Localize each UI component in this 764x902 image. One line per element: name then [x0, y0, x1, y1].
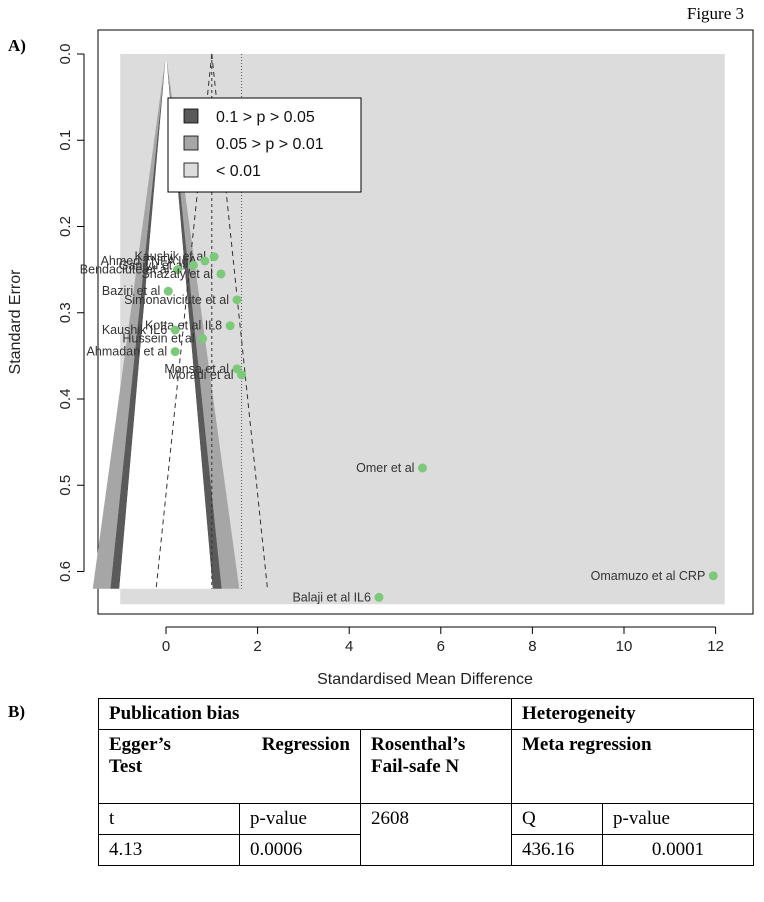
data-point: [188, 260, 198, 270]
data-point: [200, 256, 210, 266]
heterogeneity-header: Heterogeneity: [511, 698, 754, 730]
q-label-cell: Q: [511, 803, 603, 835]
point-label: Bendaciute et al: [80, 263, 170, 277]
data-point: [417, 463, 427, 473]
x-tick-label: 8: [528, 638, 536, 655]
x-tick-label: 12: [707, 638, 724, 655]
table-row: Egger’s Regression Test Rosenthal’s Fail-…: [98, 729, 754, 804]
data-point: [232, 295, 242, 305]
point-label: Simonaviciute et al: [124, 293, 229, 307]
x-tick-label: 0: [162, 638, 170, 655]
data-point: [163, 286, 173, 296]
legend-label: < 0.01: [216, 163, 261, 180]
data-point: [172, 265, 182, 275]
table-row: t p-value 2608 Q p-value: [98, 803, 754, 866]
test-word: Test: [109, 756, 143, 777]
table-row: 4.13 0.0006 436.16 0.0001: [98, 834, 754, 866]
x-tick-label: 2: [253, 638, 261, 655]
t-value-cell: 4.13: [98, 834, 240, 866]
y-tick-label: 0.4: [57, 389, 74, 410]
p-value-label-cell: p-value: [239, 803, 361, 835]
legend-label: 0.05 > p > 0.01: [216, 136, 324, 153]
point-label: Omamuzo et al CRP: [591, 569, 706, 583]
point-label: Balaji et al IL6: [292, 590, 371, 604]
region-not-significant: [119, 54, 213, 589]
region-p-001-005-left: [92, 54, 166, 589]
point-label: Monsa et al: [164, 362, 229, 376]
egger-word: Egger’s: [109, 734, 171, 755]
point-label: Baziri et al: [102, 284, 160, 298]
region-p-005-01-left: [110, 54, 166, 589]
table-row: Publication bias Heterogeneity: [98, 698, 754, 730]
x-axis-title: Standardised Mean Difference: [317, 671, 533, 688]
p-value-cell: 0.0006: [239, 834, 361, 866]
data-point: [374, 592, 384, 602]
stats-table: Publication bias Heterogeneity Egger’s Re…: [98, 698, 754, 866]
publication-bias-header: Publication bias: [98, 698, 512, 730]
p-value-label-cell-2: p-value: [602, 803, 754, 835]
point-label: Moradi et al: [168, 368, 233, 382]
funnel-plot: 0 2 4 6 8 10 12 0.0 0.1 0.2 0.3 0.4 0.5 0.6 Kaushik e…: [7, 29, 754, 688]
x-tick-label: 6: [437, 638, 445, 655]
plot-frame: [97, 29, 754, 615]
legend-label: 0.1 > p > 0.05: [216, 109, 315, 126]
panel-b-label: B): [8, 702, 25, 721]
data-point: [708, 571, 718, 581]
regression-word: Regression: [261, 734, 350, 755]
t-label-cell: t: [98, 803, 240, 835]
point-label: Shazaly et al: [141, 267, 213, 281]
point-label: Ahmadan et al: [87, 345, 168, 359]
point-label: Kotta et al IL8: [145, 319, 222, 333]
point-label: Hussein et al: [122, 332, 194, 346]
point-label: Kaushik et al: [135, 250, 207, 264]
point-label: Ganiyu et al: [119, 258, 186, 272]
y-tick-label: 0.2: [57, 216, 74, 237]
legend-swatch: [183, 135, 199, 151]
y-tick-label: 0.3: [57, 302, 74, 323]
meta-regression-header: Meta regression: [511, 729, 754, 804]
y-tick-label: 0.6: [57, 561, 74, 582]
x-tick-label: 10: [616, 638, 633, 655]
point-label: Ahmed TNFA IgA: [101, 254, 198, 268]
y-tick-label: 0.1: [57, 130, 74, 151]
data-point: [170, 325, 180, 335]
x-tick-label: 4: [345, 638, 353, 655]
panel-a-label: A): [8, 36, 26, 55]
point-label: Kaushik IL6: [102, 323, 167, 337]
y-tick-label: 0.0: [57, 44, 74, 65]
rosenthal-header: Rosenthal’s Fail-safe N: [360, 729, 512, 804]
point-label: Omer et al: [356, 461, 414, 475]
legend-box: [167, 97, 362, 193]
data-point: [216, 269, 226, 279]
data-point: [209, 252, 219, 262]
data-point: [198, 334, 208, 344]
data-point: [237, 370, 247, 380]
legend-swatch: [183, 108, 199, 124]
y-axis-title: Standard Error: [7, 269, 24, 375]
p-value-cell-2: 0.0001: [602, 834, 754, 866]
egger-test-header: Egger’s Regression Test: [98, 729, 361, 804]
legend-swatch: [183, 162, 199, 178]
figure-label: Figure 3: [686, 4, 744, 23]
y-tick-label: 0.5: [57, 475, 74, 496]
rosenthal-value-cell: 2608: [360, 803, 512, 866]
data-point: [170, 347, 180, 357]
q-value-cell: 436.16: [511, 834, 603, 866]
data-point: [225, 321, 235, 331]
